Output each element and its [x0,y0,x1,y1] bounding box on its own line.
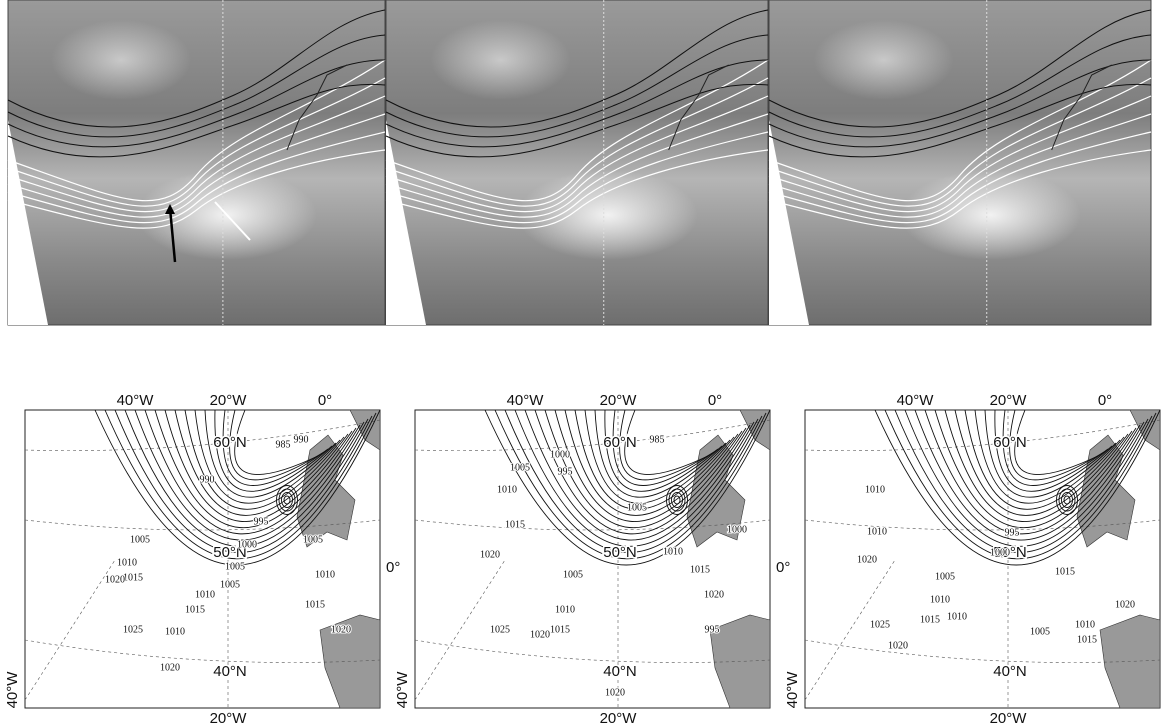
lon-label: 0° [708,392,722,409]
satellite-panel [8,0,385,325]
isobar-label: 990 [294,434,309,445]
isobar-label: 995 [1005,527,1020,538]
isobar-label: 985 [650,434,665,445]
isobar-label: 1015 [920,614,940,625]
lon-label: 40°W [897,392,935,409]
isobar-label: 1020 [888,640,908,651]
isobar-label: 995 [558,466,573,477]
satellite-panels [8,0,1151,325]
isobar-label: 1005 [935,571,955,582]
isobar-label: 1015 [550,624,570,635]
isobar-label: 1005 [627,502,647,513]
isobar-label: 1020 [530,629,550,640]
pressure-map: 40°W 20°W 0° 60°N 50°N 40°N 0° 40°W 20°W 985 1000 9… [394,392,790,727]
lat-label: 60°N [213,434,247,451]
satellite-panel [386,0,768,325]
cloud-band [814,20,954,100]
isobar-label: 1020 [857,554,877,565]
isobar-label: 1015 [1077,634,1097,645]
isobar-label: 1005 [130,534,150,545]
lat-label: 40°N [603,663,637,680]
isobar-label: 1010 [947,611,967,622]
right-label: 0° [386,559,400,576]
pressure-map: 40°W20°W0°60°N50°N40°N0°40°W20°W98599099… [4,392,400,727]
isobar-label: 995 [254,516,269,527]
isobar-label: 1015 [185,604,205,615]
isobar-label: 1000 [237,539,257,550]
isobar-label: 1010 [1075,619,1095,630]
corner-label: 40°W [4,671,21,709]
cloud-band [431,20,571,100]
isobar-label: 1020 [480,549,500,560]
isobar-label: 1015 [1055,566,1075,577]
corner-label: 40°W [394,671,411,709]
isobar-label: 1005 [303,534,323,545]
lon-label: 20°W [600,392,638,409]
bottom-label: 20°W [210,710,248,727]
isobar-label: 1005 [220,579,240,590]
right-label: 0° [776,559,790,576]
isobar-label: 1010 [555,604,575,615]
isobar-label: 1020 [105,574,125,585]
cloud-band [51,20,191,100]
isobar-label: 1010 [930,594,950,605]
isobar-label: 1010 [867,526,887,537]
isobar-label: 1010 [315,569,335,580]
isobar-label: 1020 [331,624,351,635]
isobar-label: 1010 [165,626,185,637]
lat-label: 40°N [993,663,1027,680]
isobar-label: 1010 [195,589,215,600]
lat-label: 50°N [603,544,637,561]
isobar-label: 1005 [1030,626,1050,637]
lon-label: 0° [1098,392,1112,409]
isobar-label: 1025 [870,619,890,630]
isobar-label: 995 [705,624,720,635]
isobar-label: 1020 [605,687,625,698]
lon-label: 0° [318,392,332,409]
lon-label: 20°W [990,392,1028,409]
lon-label: 40°W [117,392,155,409]
isobar-label: 1005 [225,561,245,572]
isobar-label: 1005 [563,569,583,580]
isobar-label: 1025 [123,624,143,635]
isobar-label: 1000 [990,547,1010,558]
isobar-label: 1010 [117,557,137,568]
isobar-label: 1010 [663,546,683,557]
isobar-label: 985 [276,439,291,450]
lon-label: 40°W [507,392,545,409]
isobar-label: 1000 [727,524,747,535]
isobar-label: 1010 [497,484,517,495]
lat-label: 60°N [603,434,637,451]
figure: 40°W20°W0°60°N50°N40°N0°40°W20°W98599099… [0,0,1171,727]
pressure-maps: 40°W20°W0°60°N50°N40°N0°40°W20°W98599099… [4,392,1160,727]
isobar-label: 1000 [550,449,570,460]
corner-label: 40°W [784,671,801,709]
lon-label: 20°W [210,392,248,409]
isobar-label: 1010 [865,484,885,495]
bottom-label: 20°W [600,710,638,727]
isobar-label: 1025 [490,624,510,635]
satellite-panel [769,0,1151,325]
isobar-label: 1005 [510,462,530,473]
lat-label: 60°N [993,434,1027,451]
isobar-label: 990 [200,474,215,485]
lat-label: 40°N [213,663,247,680]
isobar-label: 1020 [704,589,724,600]
isobar-label: 1015 [305,599,325,610]
bottom-label: 20°W [990,710,1028,727]
isobar-label: 1015 [690,564,710,575]
isobar-label: 1020 [160,662,180,673]
isobar-label: 1015 [123,572,143,583]
isobar-label: 1020 [1115,599,1135,610]
isobar-label: 1015 [505,519,525,530]
